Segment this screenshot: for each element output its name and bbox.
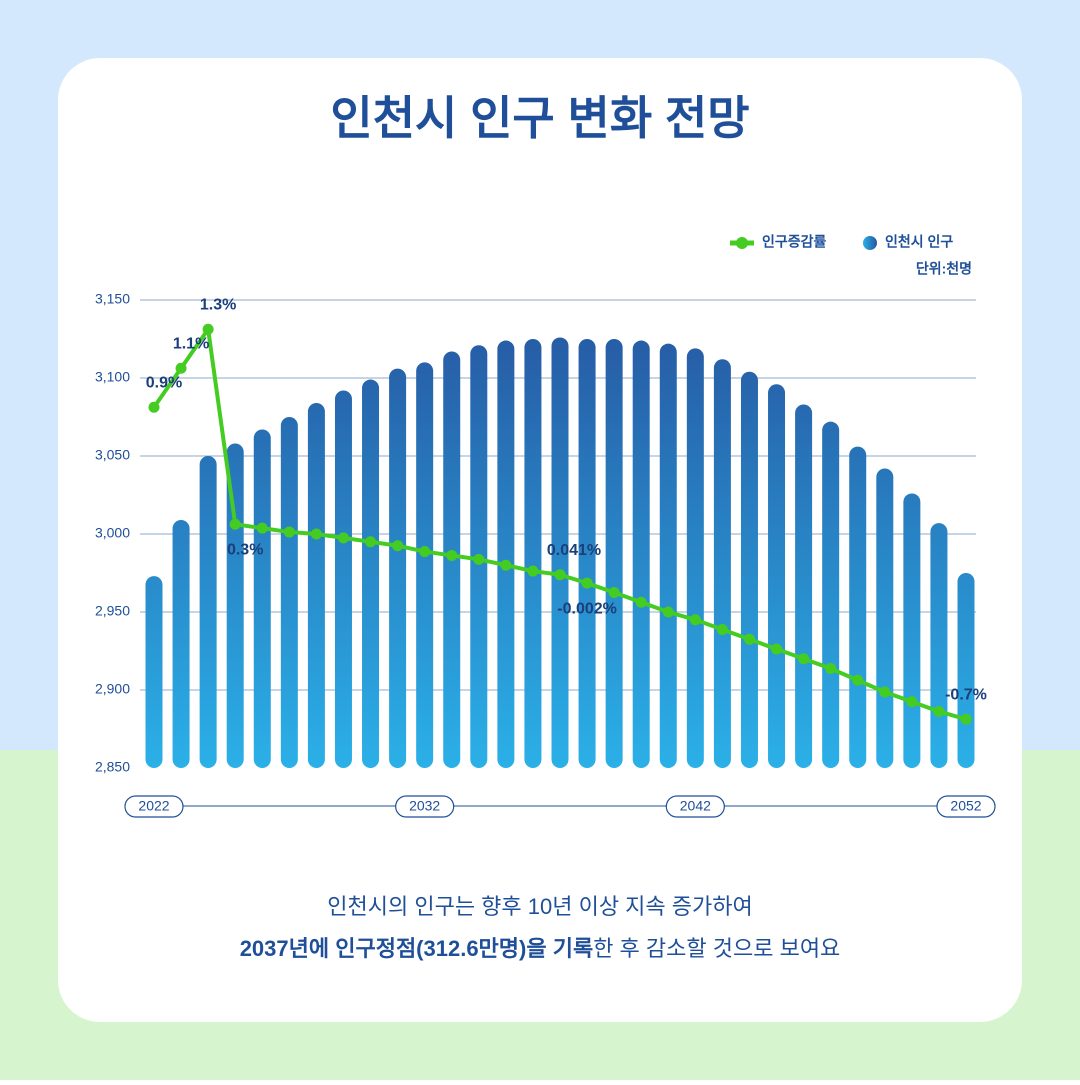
bar <box>199 456 217 768</box>
bar <box>497 340 515 768</box>
line-point <box>229 518 241 530</box>
data-label: 1.1% <box>173 335 209 352</box>
line-point <box>960 713 972 725</box>
caption: 2037년에 인구정점(312.6만명)을 기록한 후 감소할 것으로 보여요 <box>240 936 841 961</box>
bar <box>334 390 352 768</box>
bar <box>253 429 271 768</box>
bar <box>686 348 704 768</box>
line-point <box>689 614 701 626</box>
bar <box>659 343 677 768</box>
x-tick-label: 2042 <box>680 798 711 814</box>
line-point <box>635 596 647 608</box>
bar <box>713 359 731 768</box>
legend-dot <box>736 237 748 249</box>
line-point <box>256 522 268 534</box>
line-point <box>283 526 295 538</box>
line-point <box>716 624 728 636</box>
line-point <box>500 559 512 571</box>
bar <box>849 446 867 768</box>
bar <box>524 339 542 768</box>
line-point <box>662 606 674 618</box>
x-tick-label: 2032 <box>409 798 440 814</box>
bar <box>307 402 325 768</box>
y-tick-label: 2,850 <box>95 759 130 775</box>
line-point <box>825 663 837 675</box>
caption: 인천시의 인구는 향후 10년 이상 지속 증가하여 <box>327 894 752 919</box>
y-tick-label: 3,000 <box>95 525 130 541</box>
line-point <box>852 674 864 686</box>
line-point <box>743 633 755 645</box>
bar <box>876 468 894 768</box>
data-label: -0.7% <box>945 686 987 703</box>
bar <box>145 576 163 768</box>
legend-label: 인천시 인구 <box>885 234 953 250</box>
bar <box>795 404 813 768</box>
x-tick-label: 2052 <box>950 798 981 814</box>
bar <box>768 384 786 768</box>
legend-swatch <box>863 236 877 250</box>
data-label: 0.041% <box>547 542 601 559</box>
line-point <box>879 686 891 698</box>
line-point <box>337 532 349 544</box>
bar <box>389 368 407 768</box>
bar <box>740 371 758 768</box>
bar <box>957 573 975 768</box>
line-point <box>202 323 214 335</box>
x-tick-label: 2022 <box>138 798 169 814</box>
line-point <box>527 565 539 577</box>
y-tick-label: 3,150 <box>95 291 130 307</box>
bar <box>605 339 623 768</box>
bar <box>930 523 948 768</box>
bar <box>822 421 840 768</box>
x-tick-pill <box>124 795 184 818</box>
legend: 인구증감률 인천시 인구 단위:천명 <box>730 234 972 277</box>
line-point <box>608 587 620 598</box>
caption-rest: 한 후 감소할 것으로 보여요 <box>593 936 840 961</box>
data-label: 0.3% <box>227 541 263 558</box>
bar <box>903 493 921 768</box>
data-label: 0.9% <box>146 374 182 391</box>
y-tick-label: 3,100 <box>95 369 130 385</box>
line-point <box>933 705 945 717</box>
line-point <box>148 401 160 413</box>
legend-label: 인구증감률 <box>762 234 827 250</box>
y-tick-label: 2,900 <box>95 681 130 697</box>
x-tick-pill <box>665 795 725 818</box>
line-point <box>310 528 322 540</box>
bar <box>416 362 434 768</box>
bar <box>551 337 569 768</box>
line-point <box>581 577 593 589</box>
chart-title: 인천시 인구 변화 전망 <box>330 92 749 144</box>
line-point <box>473 553 485 565</box>
line-point <box>365 536 377 548</box>
line-point <box>771 643 783 655</box>
line-point <box>392 540 404 552</box>
line-point <box>798 653 810 665</box>
line-point <box>175 362 187 374</box>
y-tick-label: 3,050 <box>95 447 130 463</box>
line-point <box>446 549 458 561</box>
x-tick-pill <box>395 795 455 818</box>
bar <box>362 379 380 768</box>
bar <box>632 340 650 768</box>
y-tick-label: 2,950 <box>95 603 130 619</box>
line-point <box>419 546 431 558</box>
bar <box>172 519 190 768</box>
x-tick-pill <box>936 795 996 818</box>
caption-bold: 2037년에 인구정점(312.6만명)을 기록 <box>240 936 594 961</box>
line-point <box>906 696 918 708</box>
data-label: -0.002% <box>557 600 617 617</box>
bar <box>578 339 596 768</box>
data-label: 1.3% <box>200 296 236 313</box>
line-point <box>554 569 566 581</box>
unit-label: 단위:천명 <box>916 261 972 277</box>
bar <box>280 417 298 768</box>
